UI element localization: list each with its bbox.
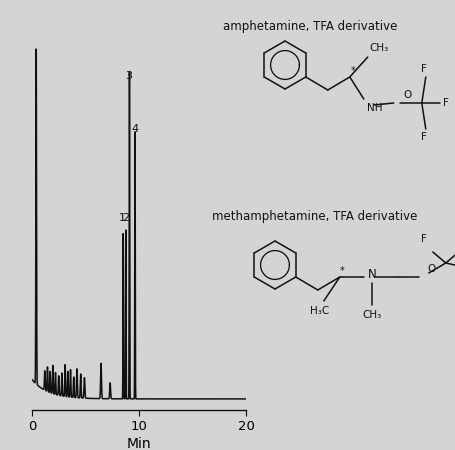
Text: H₃C: H₃C	[309, 306, 329, 316]
Text: NH: NH	[366, 103, 381, 113]
Text: N: N	[367, 269, 375, 282]
Text: 4: 4	[131, 124, 138, 135]
Text: amphetamine, TFA derivative: amphetamine, TFA derivative	[222, 20, 396, 33]
Text: methamphetamine, TFA derivative: methamphetamine, TFA derivative	[212, 210, 417, 223]
X-axis label: Min: Min	[126, 437, 151, 450]
Text: *: *	[349, 66, 354, 76]
Text: F: F	[420, 234, 426, 244]
Text: O: O	[403, 90, 411, 100]
Text: F: F	[420, 64, 426, 74]
Text: F: F	[442, 98, 448, 108]
Text: CH₃: CH₃	[369, 43, 388, 53]
Text: 2: 2	[121, 212, 129, 223]
Text: 1: 1	[119, 212, 126, 223]
Text: 3: 3	[125, 72, 132, 81]
Text: F: F	[420, 132, 426, 142]
Text: *: *	[339, 266, 344, 276]
Text: O: O	[427, 264, 435, 274]
Text: CH₃: CH₃	[361, 310, 380, 320]
